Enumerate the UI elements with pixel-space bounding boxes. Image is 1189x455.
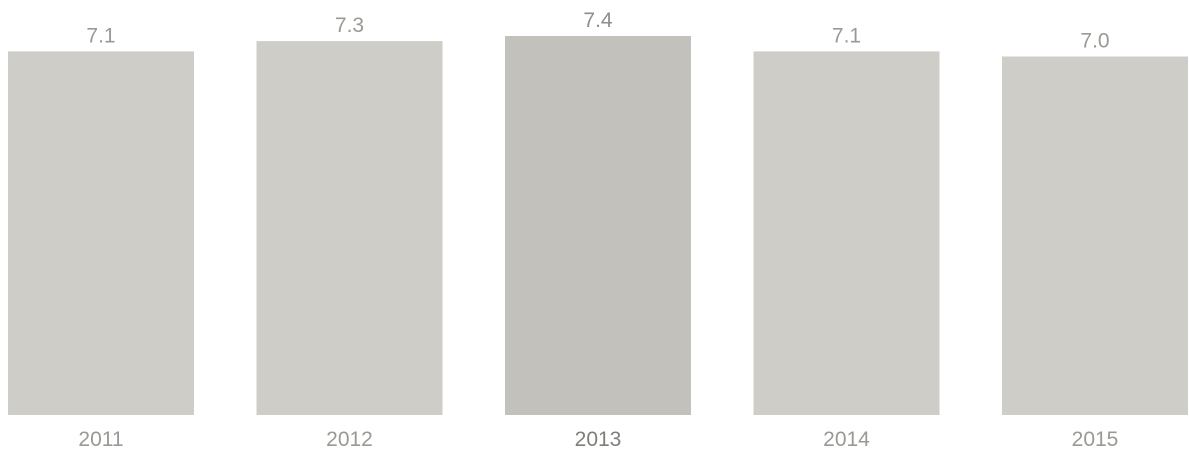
- value-label-2013: 7.4: [583, 9, 613, 32]
- value-label-2015: 7.0: [1080, 30, 1109, 53]
- bar-2015: [1002, 56, 1188, 415]
- value-label-2014: 7.1: [832, 24, 861, 47]
- category-label-2011: 2011: [78, 428, 123, 451]
- category-label-2015: 2015: [1072, 428, 1119, 451]
- category-label-2014: 2014: [823, 428, 870, 451]
- bar-2012: [256, 41, 443, 415]
- value-labels-group: 7.1 7.3 7.4 7.1 7.0: [86, 9, 1109, 53]
- value-label-2012: 7.3: [335, 14, 364, 37]
- bar-2013: [505, 36, 691, 415]
- bars-group: [8, 36, 1188, 416]
- category-labels-group: 2011 2012 2013 2014 2015: [78, 428, 1118, 451]
- bar-2014: [753, 51, 940, 416]
- bar-2011: [8, 51, 194, 416]
- value-label-2011: 7.1: [86, 24, 115, 47]
- category-label-2013: 2013: [575, 428, 622, 451]
- category-label-2012: 2012: [326, 428, 373, 451]
